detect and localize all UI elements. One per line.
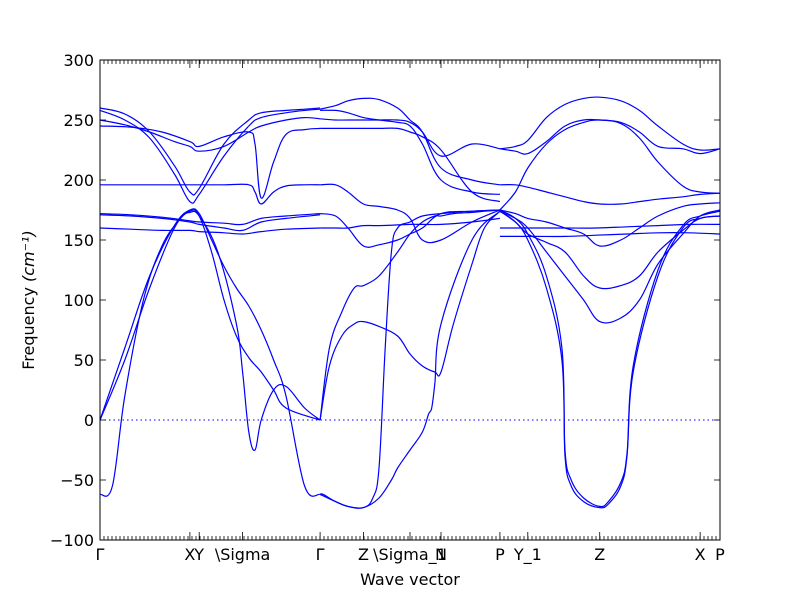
x-tick-label: Y [193, 545, 204, 564]
plot-area [99, 96, 721, 509]
band-line-2 [99, 108, 321, 204]
band-line-17 [320, 118, 501, 157]
x-tick-label: Γ [316, 545, 325, 564]
y-axis-ticks: −100 −50 0 50 100 150 200 250 300 [50, 51, 720, 550]
band-line-31 [499, 232, 721, 238]
band-line-23 [499, 96, 721, 151]
band-line-7 [99, 214, 321, 232]
band-line-14 [320, 217, 500, 229]
band-line-4 [99, 125, 321, 199]
x-tick-label: Z [594, 545, 605, 564]
x-tick-label: X [184, 545, 195, 564]
x-tick-label: N [435, 545, 447, 564]
y-tick-label: −50 [60, 471, 94, 490]
band-line-6 [99, 213, 321, 226]
y-tick-label: 0 [84, 411, 94, 430]
band-line-27 [499, 202, 721, 247]
band-line-32 [499, 210, 721, 509]
band-line-21 [319, 209, 500, 509]
band-line-15 [319, 97, 501, 186]
x-axis-label: Wave vector [360, 570, 460, 589]
y-tick-label: 50 [74, 351, 94, 370]
band-line-8 [99, 227, 321, 235]
band-line-11 [99, 208, 321, 497]
x-tick-label: \Sigma_1 [373, 545, 447, 565]
y-tick-label: 150 [63, 231, 94, 250]
x-tick-label: \Sigma [215, 545, 271, 564]
x-tick-label: X [695, 545, 706, 564]
x-tick-label: Z [358, 545, 369, 564]
band-line-16 [320, 109, 500, 195]
band-line-3 [99, 116, 321, 152]
x-tick-label: P [715, 545, 725, 564]
x-tick-label: P [495, 545, 505, 564]
band-line-22 [319, 210, 501, 509]
band-line-26 [499, 184, 721, 205]
y-tick-label: 200 [63, 171, 94, 190]
x-axis-ticks: Γ XY \Sigma Γ Z \Sigma_1N P Y_1 Z X P [96, 60, 725, 565]
y-tick-label: 100 [63, 291, 94, 310]
y-tick-label: 250 [63, 111, 94, 130]
band-line-19 [319, 209, 500, 421]
y-axis-label-unit: (cm⁻¹) [19, 230, 38, 282]
band-line-24 [499, 118, 721, 155]
band-line-33 [499, 209, 721, 508]
band-line-5 [100, 183, 321, 205]
y-tick-label: −100 [50, 531, 94, 550]
x-tick-label: Y_1 [513, 545, 542, 565]
y-axis-label: Frequency (cm⁻¹) [19, 230, 38, 369]
plot-frame [99, 59, 721, 541]
band-line-20 [319, 210, 501, 421]
band-line-9 [99, 210, 321, 497]
band-line-18 [320, 127, 501, 203]
band-line-1 [99, 107, 321, 196]
y-axis-label-text: Frequency [19, 287, 38, 370]
y-tick-label: 300 [63, 51, 94, 70]
band-line-12 [320, 183, 501, 244]
band-line-13 [320, 209, 500, 248]
x-tick-label: Γ [96, 545, 105, 564]
band-line-25 [499, 119, 721, 211]
band-line-10 [99, 209, 321, 421]
phonon-bands [99, 96, 721, 509]
